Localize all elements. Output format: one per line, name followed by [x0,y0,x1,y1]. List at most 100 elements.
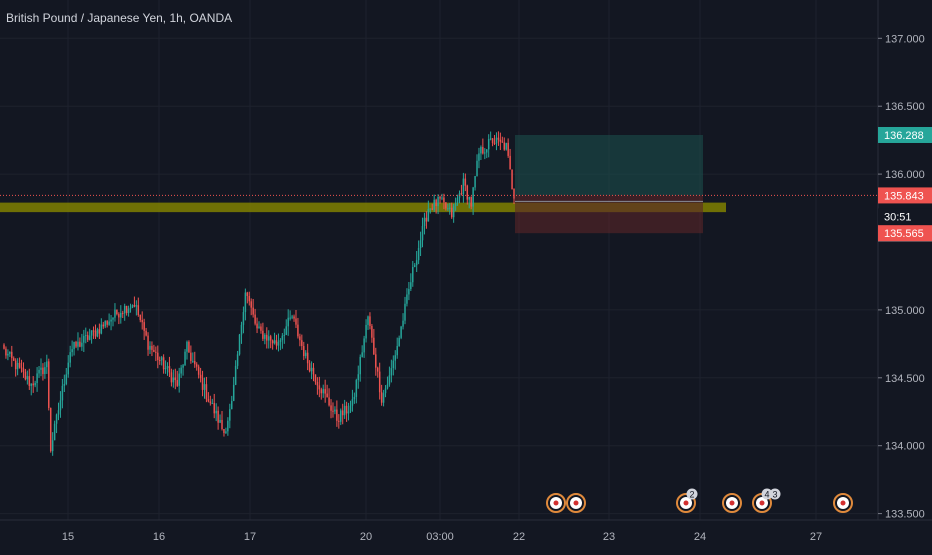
position-profit-zone[interactable] [515,134,703,196]
current-price-badge: 135.843 [878,187,932,204]
candle [384,385,387,398]
candle-body [406,294,408,304]
candle-body [262,330,264,339]
candle-body [431,208,433,210]
candle-body [281,335,284,341]
candle-body [55,414,58,424]
candle-body [221,419,223,430]
candle [203,377,206,399]
candle [213,393,215,419]
candle [361,345,363,358]
candle [256,317,258,334]
candle [478,147,480,169]
candle-body [246,292,249,296]
price-tick-label: 134.000 [885,441,925,453]
candle-body [225,431,227,433]
candle-body [3,344,5,349]
candle-body [464,178,467,186]
candle [340,408,342,426]
candle-body [51,440,54,452]
candle [264,333,266,345]
candle-body [334,409,336,412]
candle-body [110,319,112,322]
candle [359,354,361,382]
candle-body [79,341,81,347]
event-icon-dot [683,500,689,506]
candle-body [153,349,155,352]
candle [116,309,118,316]
candle [77,332,79,351]
candle [215,403,217,422]
candle [267,330,270,349]
candle [417,240,420,265]
candle [497,131,500,146]
candle [489,131,492,141]
candle [472,186,474,215]
candle [421,217,424,248]
candle [273,332,276,345]
candle-body [129,307,132,309]
candle-body [484,152,486,154]
candle-body [310,367,313,372]
candle [112,317,114,327]
candle [75,340,77,349]
candle [73,341,75,356]
candle-body [427,209,430,222]
candle [96,327,99,338]
candle [155,346,157,362]
support-zone[interactable] [0,202,726,213]
candle-body [242,312,245,325]
candle-body [166,366,169,369]
candle [283,328,286,344]
candle [400,325,402,340]
candle [484,148,486,160]
candle [392,355,395,376]
candle-body [491,138,494,143]
event-icon[interactable] [833,493,853,513]
candle-body [493,142,496,144]
candle [83,329,85,353]
price-tick-label: 136.500 [885,101,925,113]
candle-body [114,309,116,318]
candle [285,319,288,336]
candle-body [363,338,365,353]
candle [277,333,280,352]
candle-body [121,312,124,314]
candle-body [421,225,424,241]
event-icon[interactable] [722,493,742,513]
candle [338,414,340,429]
candle [503,137,506,151]
candle [474,175,476,191]
candle [246,291,249,304]
candle-body [359,356,361,375]
event-icon[interactable] [566,493,586,513]
candle-body [447,208,449,210]
candle-body [433,199,435,210]
event-count-bg [769,488,781,500]
candle-body [164,368,167,370]
candle [431,203,433,211]
candle-body [34,383,36,386]
candle-body [174,377,177,381]
candle [7,349,9,361]
candle [415,250,418,273]
candle [53,420,56,441]
candle [487,134,490,158]
candle-body [186,341,188,352]
candle-body [248,295,251,302]
time-tick-label: 16 [153,531,165,543]
candle-body [207,399,210,402]
candle-body [264,334,266,339]
candle [81,333,83,351]
candle [120,305,122,324]
candle-body [96,329,99,337]
candle-body [184,351,186,366]
candle-body [104,321,106,327]
candle-body [275,340,278,346]
event-icon[interactable] [546,493,566,513]
candle-body [100,324,103,334]
event-icon-dot [759,500,765,506]
